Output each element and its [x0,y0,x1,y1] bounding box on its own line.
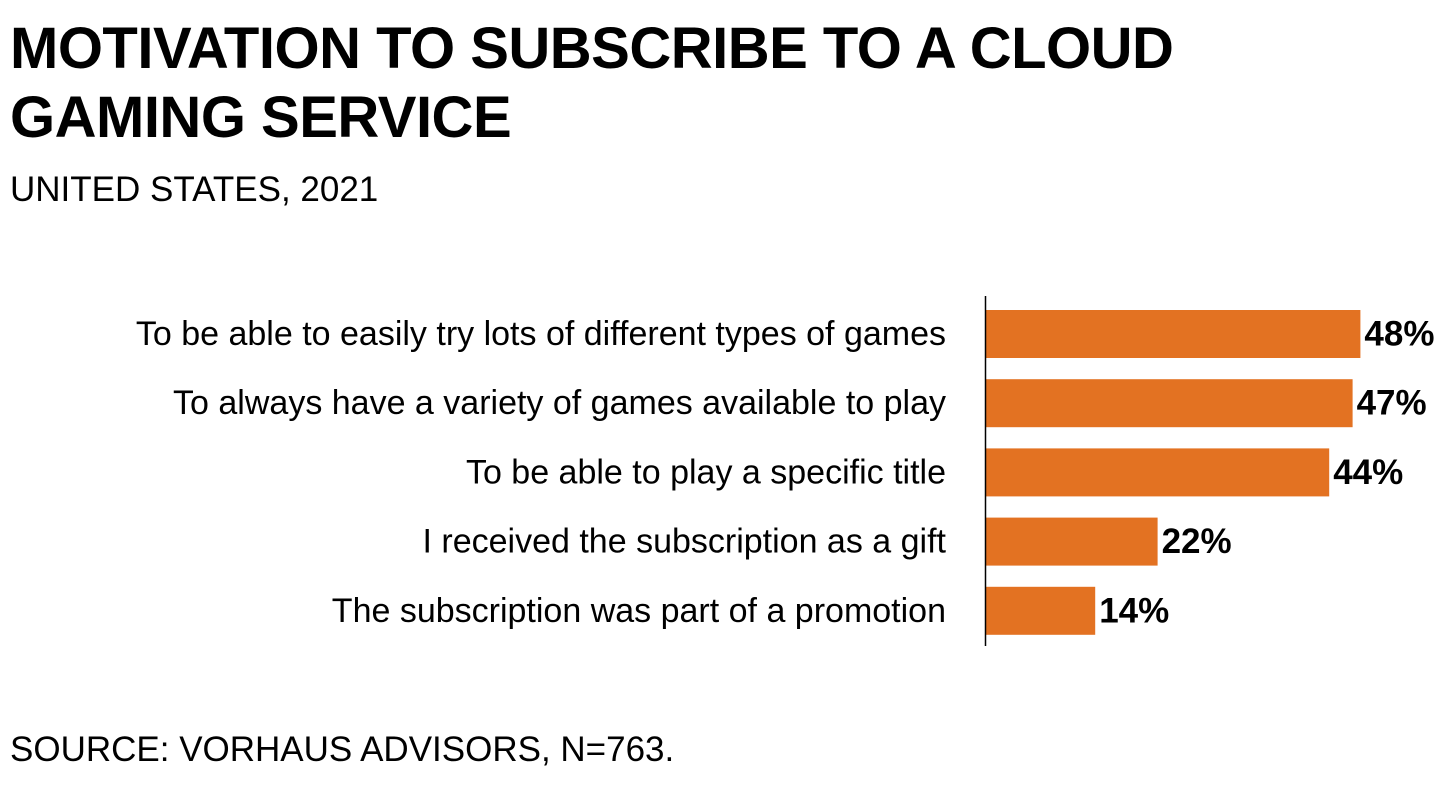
category-label-3: To be able to play a specific title [466,453,946,491]
category-label-4: I received the subscription as a gift [423,523,947,561]
category-label-5: The subscription was part of a promotion [332,592,946,630]
category-label-2: To always have a variety of games availa… [173,384,946,422]
value-label-1: 48% [1364,315,1434,354]
chart-subtitle: UNITED STATES, 2021 [10,170,379,209]
bars-group [986,310,1361,635]
category-labels-group: To be able to easily try lots of differe… [136,315,947,630]
value-labels-group: 48% 47% 44% 22% 14% [1099,315,1434,631]
category-label-1: To be able to easily try lots of differe… [136,315,946,353]
value-label-5: 14% [1099,591,1169,630]
bar-5 [986,586,1096,635]
value-label-4: 22% [1162,522,1232,561]
value-label-2: 47% [1357,384,1427,423]
bar-4 [986,517,1158,566]
value-label-3: 44% [1333,453,1403,492]
source-note: SOURCE: VORHAUS ADVISORS, N=763. [10,730,675,769]
bar-2 [986,379,1353,428]
chart-title: MOTIVATION TO SUBSCRIBE TO A CLOUD GAMIN… [10,16,1174,150]
bar-1 [986,310,1361,358]
bar-3 [986,448,1330,497]
